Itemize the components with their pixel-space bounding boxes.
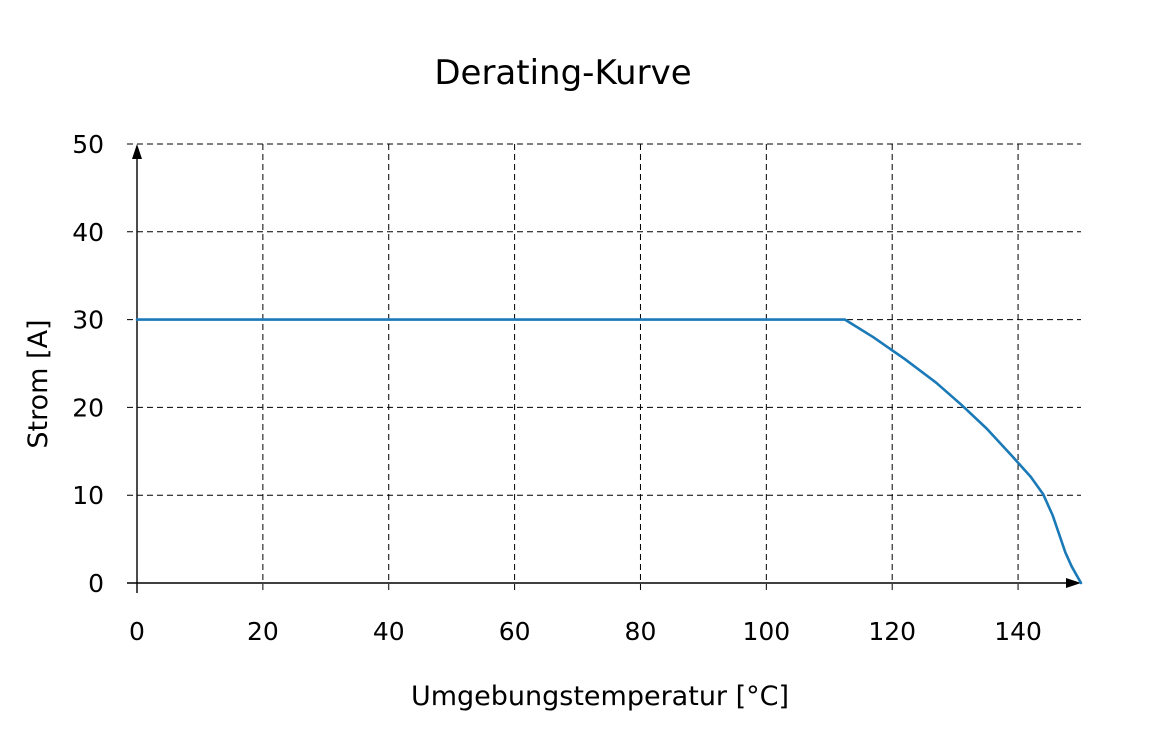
- y-axis-arrow: [132, 144, 142, 159]
- x-tick-label-0: 0: [129, 617, 145, 646]
- chart-title: Derating-Kurve: [434, 53, 691, 93]
- y-tick-label-20: 20: [72, 393, 104, 422]
- y-axis-title: Strom [A]: [23, 319, 54, 448]
- series-layer: [135, 318, 1083, 585]
- x-tick-label-20: 20: [247, 617, 279, 646]
- grid-lines: [127, 143, 1081, 593]
- x-axis-arrow: [1066, 578, 1081, 588]
- x-axis-title: Umgebungstemperatur [°C]: [411, 681, 789, 712]
- y-tick-label-40: 40: [72, 218, 104, 247]
- x-tick-label-40: 40: [373, 617, 405, 646]
- y-tick-label-0: 0: [88, 569, 104, 598]
- x-tick-label-120: 120: [868, 617, 916, 646]
- x-tick-label-140: 140: [994, 617, 1042, 646]
- y-tick-label-10: 10: [72, 481, 104, 510]
- x-tick-label-100: 100: [742, 617, 790, 646]
- series-line-0: [135, 318, 1083, 585]
- y-tick-label-50: 50: [72, 130, 104, 159]
- x-tick-label-60: 60: [499, 617, 531, 646]
- axes: [127, 144, 1081, 593]
- tick-labels: 0 10 20 30 40 50 0 20 40 60 80 100 120 140: [72, 130, 1042, 646]
- x-tick-label-80: 80: [625, 617, 657, 646]
- y-tick-label-30: 30: [72, 306, 104, 335]
